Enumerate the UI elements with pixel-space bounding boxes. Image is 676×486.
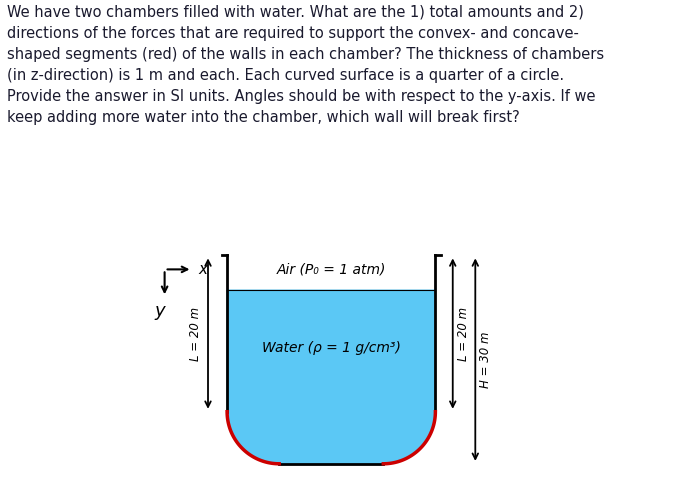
Text: L = 20 m: L = 20 m	[189, 307, 202, 361]
Text: H = 30 m: H = 30 m	[479, 331, 492, 388]
Text: Air (P₀ = 1 atm): Air (P₀ = 1 atm)	[276, 262, 386, 277]
Polygon shape	[227, 290, 435, 464]
Text: We have two chambers filled with water. What are the 1) total amounts and 2)
dir: We have two chambers filled with water. …	[7, 5, 604, 125]
Text: L = 20 m: L = 20 m	[457, 307, 470, 361]
Text: $x$: $x$	[197, 262, 209, 277]
Text: $y$: $y$	[155, 304, 168, 322]
Text: Water (ρ = 1 g/cm³): Water (ρ = 1 g/cm³)	[262, 341, 401, 355]
